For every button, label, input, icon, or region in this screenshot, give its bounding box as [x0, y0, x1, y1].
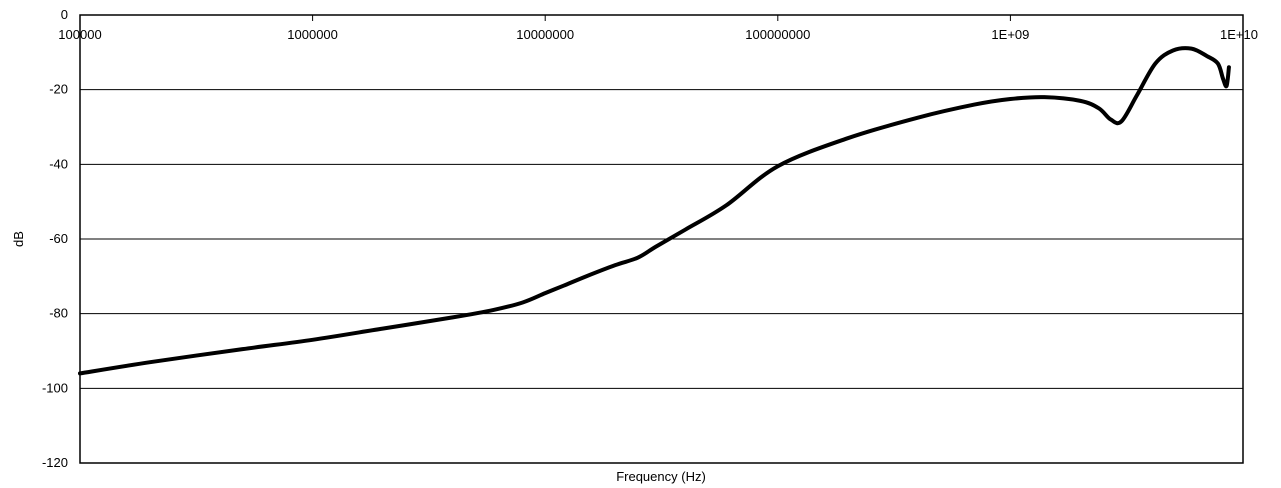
x-tick-label: 1E+10: [1220, 27, 1258, 42]
y-tick-label: -40: [49, 156, 68, 171]
x-tick-labels: 100000 1000000 10000000 100000000 1E+09 1E+10: [58, 15, 1258, 42]
y-tick-label: 0: [61, 7, 68, 22]
y-tick-label: -80: [49, 306, 68, 321]
x-tick-label: 1E+09: [991, 27, 1029, 42]
plot-area: [79, 14, 1244, 464]
y-tick-label: -100: [42, 380, 68, 395]
gridlines: [80, 89, 1243, 389]
x-tick-label: 100000000: [745, 27, 810, 42]
x-axis-label: Frequency (Hz): [616, 469, 706, 484]
x-tick-label: 100000: [58, 27, 101, 42]
series-layer: [78, 46, 1231, 376]
y-tick-label: -60: [49, 231, 68, 246]
y-tick-label: -120: [42, 455, 68, 470]
y-axis-label: dB: [11, 231, 26, 247]
y-tick-labels: 0 -20 -40 -60 -80 -100 -120: [42, 7, 68, 470]
y-tick-label: -20: [49, 82, 68, 97]
x-tick-label: 1000000: [287, 27, 338, 42]
series-line: [78, 46, 1231, 376]
x-tick-label: 10000000: [516, 27, 574, 42]
